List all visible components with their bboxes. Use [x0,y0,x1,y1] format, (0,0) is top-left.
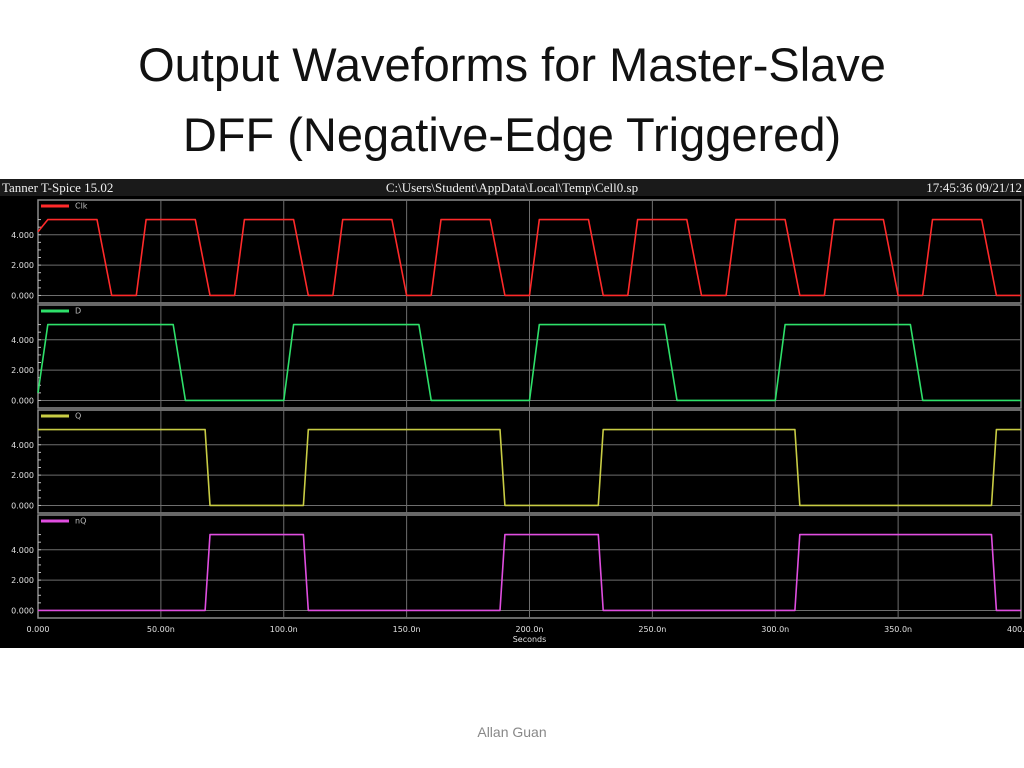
x-axis-label: Seconds [513,635,547,644]
panel-nq: 0.000 2.000 4.000 nQ [11,514,1022,619]
y-tick-label: 4.000 [11,546,34,555]
x-tick-label: 350.0n [884,625,912,634]
waveform-nq [38,533,1021,612]
panel-clk: 0.000 2.000 4.000 Clk [11,199,1022,304]
panel-d: 0.000 2.000 4.000 D [11,304,1022,409]
y-tick-label: 2.000 [11,366,34,375]
waveform-q [38,428,1021,507]
y-tick-label: 0.000 [11,396,34,405]
y-tick-label: 2.000 [11,471,34,480]
y-tick-label: 0.000 [11,606,34,615]
waveform-plot: 0.000 2.000 4.000 Clk 0.000 2.000 4.000 D 0.000 2… [11,199,1024,644]
panel-q: 0.000 2.000 4.000 Q [11,409,1022,514]
waveform-d [37,323,1021,402]
x-tick-label: 250.0n [638,625,666,634]
waveform-clk [37,218,1021,297]
legend-label-d: D [75,307,81,316]
y-tick-label: 0.000 [11,501,34,510]
x-tick-label: 400.0n [1007,625,1024,634]
x-tick-label: 200.0n [516,625,544,634]
legend-label-nq: nQ [75,517,86,526]
x-tick-label: 100.0n [270,625,298,634]
legend-label-q: Q [75,412,81,421]
y-tick-label: 4.000 [11,336,34,345]
slide-title-line-1: Output Waveforms for Master-Slave [138,38,886,91]
x-tick-label: 50.00n [147,625,175,634]
x-tick-label: 300.0n [761,625,789,634]
y-tick-label: 4.000 [11,441,34,450]
y-tick-label: 2.000 [11,261,34,270]
y-tick-label: 0.000 [11,291,34,300]
viewer-title-bar: Tanner T-Spice 15.02 C:\Users\Student\Ap… [0,179,1024,196]
timestamp: 17:45:36 09/21/12 [926,180,1022,195]
app-title: Tanner T-Spice 15.02 [2,180,114,195]
waveform-viewer: Tanner T-Spice 15.02 C:\Users\Student\Ap… [0,179,1024,648]
y-tick-label: 2.000 [11,576,34,585]
slide-title: Output Waveforms for Master-Slave DFF (N… [0,30,1024,170]
file-path: C:\Users\Student\AppData\Local\Temp\Cell… [385,180,639,195]
x-tick-label: 0.000 [27,625,50,634]
x-tick-label: 150.0n [393,625,421,634]
legend-label-clk: Clk [75,202,88,211]
slide-title-line-2: DFF (Negative-Edge Triggered) [182,108,842,161]
y-tick-label: 4.000 [11,231,34,240]
footer-author: Allan Guan [477,724,547,740]
